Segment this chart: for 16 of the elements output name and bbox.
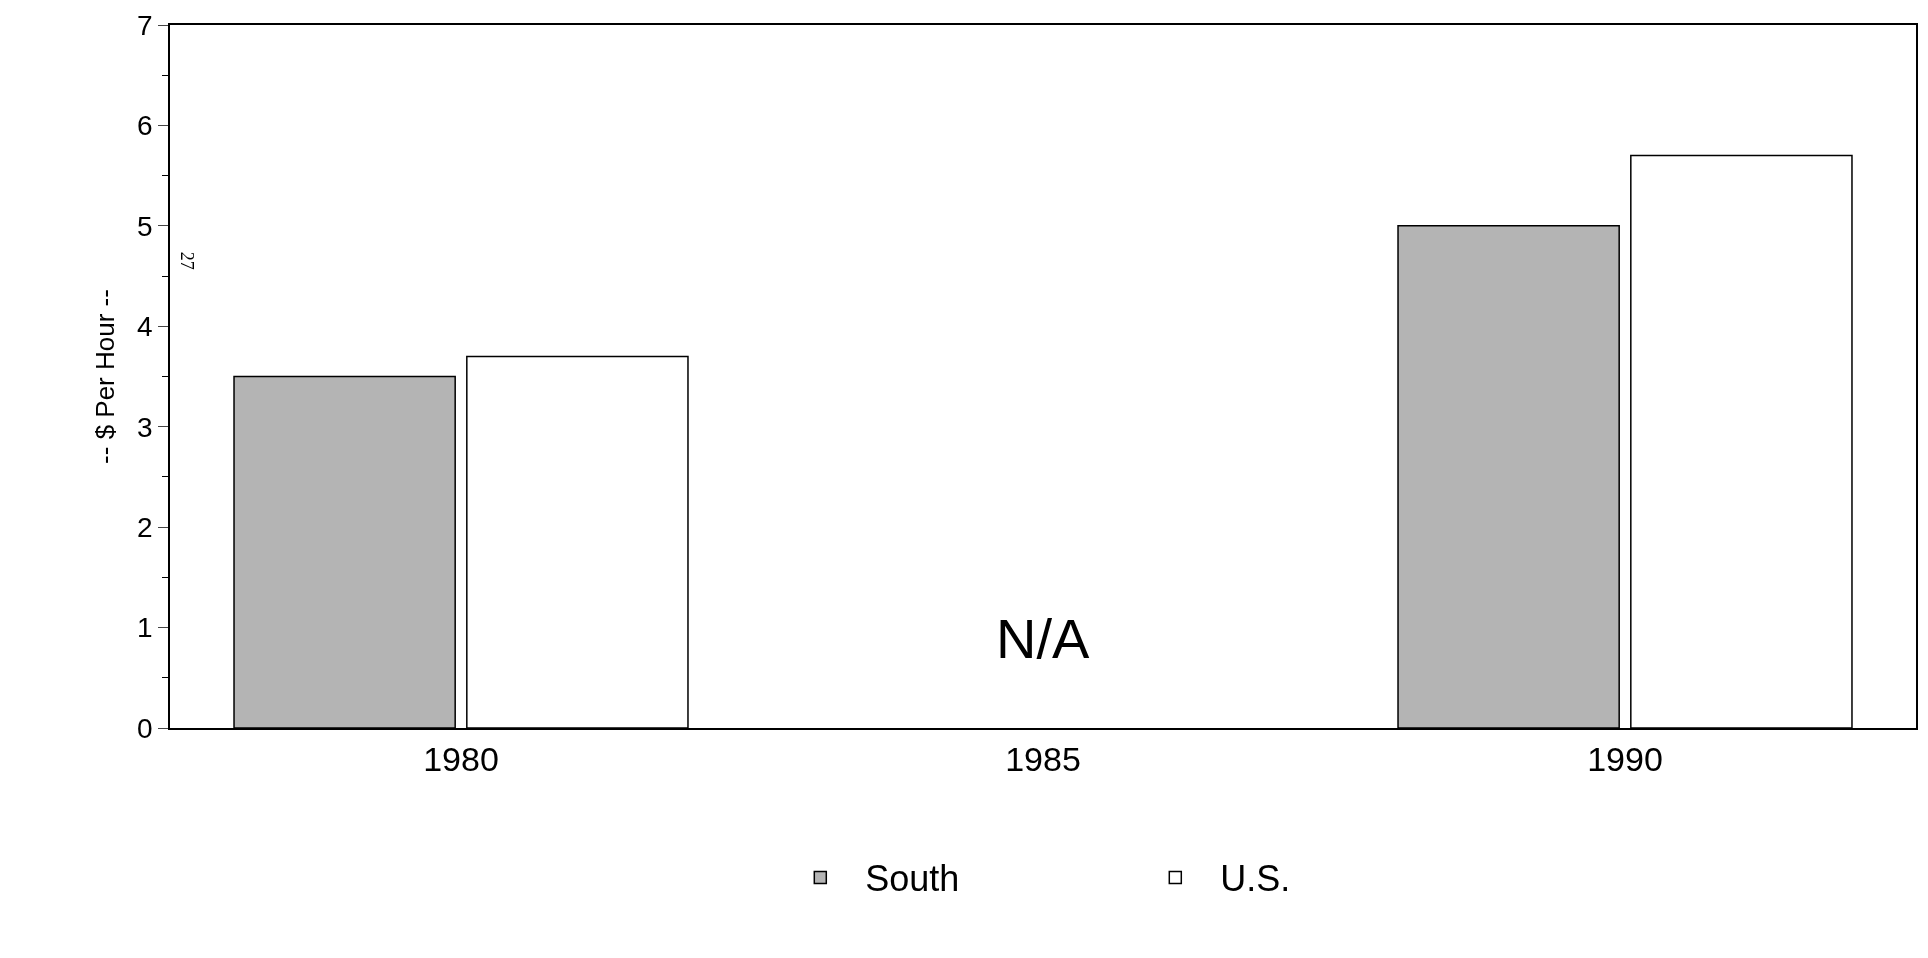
y-tick-label: 7 [137,9,153,41]
annotation: 27 [177,251,198,270]
legend-label: South [865,858,960,900]
annotation: N/A [996,607,1090,670]
y-tick-label: 6 [137,110,153,142]
y-tick-label: 5 [137,210,153,242]
y-tick-label: 1 [137,612,153,644]
y-axis-title: -- $ Per Hour -- [89,289,120,464]
x-tick-label: 1990 [1587,739,1663,778]
y-tick-label: 2 [137,511,153,543]
y-tick-label: 0 [137,712,153,744]
y-tick-label: 3 [137,411,153,443]
x-tick-label: 1985 [1005,739,1081,778]
legend-label: U.S. [1220,858,1291,900]
x-tick-label: 1980 [423,739,499,778]
y-tick-label: 4 [137,311,153,343]
